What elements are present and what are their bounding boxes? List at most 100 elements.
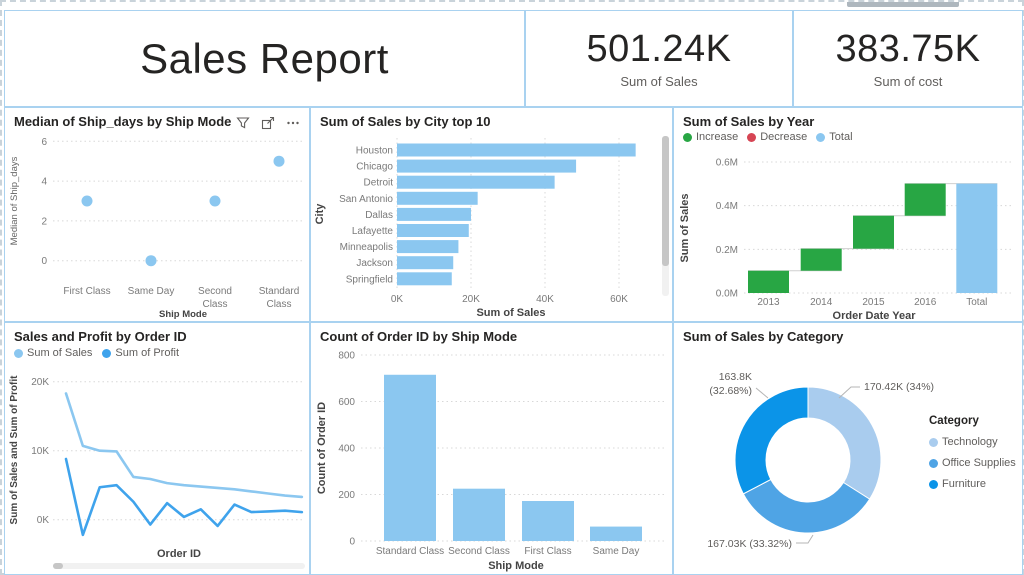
svg-text:400: 400 — [338, 444, 355, 455]
svg-text:Standard: Standard — [259, 286, 300, 297]
svg-text:Chicago: Chicago — [356, 162, 393, 173]
svg-text:Count of Order ID: Count of Order ID — [316, 402, 328, 494]
svg-text:City: City — [314, 203, 326, 225]
sales-dot — [14, 348, 23, 358]
svg-text:0.4M: 0.4M — [716, 201, 738, 212]
kpi-card-sum-of-cost[interactable]: 383.75K Sum of cost — [793, 10, 1023, 107]
kpi-value-sales: 501.24K — [586, 28, 732, 70]
svg-text:6: 6 — [41, 137, 47, 148]
donut-chart[interactable]: 170.42K (34%) 167.03K (33.32%) 163.8K (32.6… — [674, 323, 1022, 574]
svg-text:0.0M: 0.0M — [716, 289, 738, 300]
svg-text:Dallas: Dallas — [365, 210, 393, 221]
svg-text:163.8K: 163.8K — [719, 371, 752, 383]
svg-text:Sum of Sales: Sum of Sales — [476, 307, 545, 319]
svg-text:0: 0 — [349, 537, 355, 548]
svg-text:4: 4 — [41, 177, 47, 188]
legend-label: Decrease — [760, 131, 808, 143]
kpi-label-sales: Sum of Sales — [620, 74, 698, 89]
technology-dot — [929, 437, 938, 447]
chart-title: Sales and Profit by Order ID — [14, 329, 187, 344]
svg-text:Second Class: Second Class — [448, 546, 510, 557]
legend-item-sum-of-profit[interactable]: Sum of Profit — [102, 347, 179, 359]
page-title: Sales Report — [140, 34, 389, 82]
vertical-scrollbar-thumb[interactable] — [662, 136, 669, 266]
report-title-card[interactable]: Sales Report — [4, 10, 525, 107]
filter-icon[interactable] — [236, 116, 250, 130]
focus-mode-icon[interactable] — [261, 116, 275, 130]
svg-text:Ship Mode: Ship Mode — [488, 560, 544, 572]
svg-text:Jackson: Jackson — [356, 258, 393, 269]
svg-text:Order ID: Order ID — [157, 548, 201, 560]
total-dot — [816, 132, 826, 142]
svg-text:2: 2 — [41, 216, 47, 227]
donut-legend: Category Technology Office Supplies Furn… — [929, 415, 1016, 490]
scatter-chart[interactable]: 0 2 4 6 First Class Same Day Second Class Standa… — [5, 108, 309, 321]
svg-text:(32.68%): (32.68%) — [709, 385, 752, 397]
svg-text:600: 600 — [338, 397, 355, 408]
city-bar-chart[interactable]: 0K 20K 40K 60K Houston Chicago Detroit San Anto… — [311, 108, 672, 321]
svg-text:20K: 20K — [31, 377, 49, 388]
kpi-label-cost: Sum of cost — [873, 74, 943, 89]
svg-text:Second: Second — [198, 286, 232, 297]
column-chart-panel[interactable]: Count of Order ID by Ship Mode 0 200 400 60… — [310, 322, 673, 575]
svg-text:170.42K (34%): 170.42K (34%) — [864, 381, 934, 393]
svg-text:200: 200 — [338, 490, 355, 501]
svg-text:Lafayette: Lafayette — [352, 226, 394, 237]
svg-text:Class: Class — [266, 299, 291, 310]
donut-chart-panel[interactable]: Sum of Sales by Category 170.42K (34%) 16… — [673, 322, 1023, 575]
svg-text:Houston: Houston — [356, 146, 393, 157]
legend-label: Sum of Sales — [27, 347, 93, 359]
line-chart-panel[interactable]: Sales and Profit by Order ID Sum of Sale… — [4, 322, 310, 575]
svg-text:Same Day: Same Day — [128, 286, 175, 297]
kpi-card-sum-of-sales[interactable]: 501.24K Sum of Sales — [525, 10, 793, 107]
waterfall-chart-panel[interactable]: Sum of Sales by Year Increase Decrease T… — [673, 107, 1023, 322]
svg-text:Ship Mode: Ship Mode — [159, 309, 207, 320]
svg-text:0.2M: 0.2M — [716, 245, 738, 256]
legend-item-total[interactable]: Total — [816, 131, 853, 143]
svg-text:Same Day: Same Day — [593, 546, 640, 557]
chart-title: Count of Order ID by Ship Mode — [320, 329, 518, 344]
svg-text:Sum of Sales and Sum of Profit: Sum of Sales and Sum of Profit — [9, 375, 20, 525]
chart-title: Sum of Sales by City top 10 — [320, 114, 491, 129]
svg-text:40K: 40K — [536, 294, 554, 305]
chart-title: Sum of Sales by Category — [683, 329, 844, 344]
svg-text:Median of Ship_days: Median of Ship_days — [9, 156, 20, 245]
svg-text:60K: 60K — [610, 294, 628, 305]
legend-item-office-supplies[interactable]: Office Supplies — [929, 457, 1016, 469]
increase-dot — [683, 132, 692, 142]
legend-label: Furniture — [942, 478, 987, 490]
svg-text:10K: 10K — [31, 446, 49, 457]
decrease-dot — [747, 132, 757, 142]
svg-text:Detroit: Detroit — [364, 178, 394, 189]
canvas-top-scrollbar[interactable] — [847, 2, 959, 7]
svg-text:2013: 2013 — [757, 297, 780, 308]
legend-item-technology[interactable]: Technology — [929, 436, 1016, 448]
legend-item-furniture[interactable]: Furniture — [929, 478, 1016, 490]
legend-title: Category — [929, 415, 979, 427]
scatter-chart-panel[interactable]: Median of Ship_days by Ship Mode 0 2 4 6 Fir… — [4, 107, 310, 322]
office-supplies-dot — [929, 458, 938, 468]
legend-label: Office Supplies — [942, 457, 1016, 469]
kpi-value-cost: 383.75K — [835, 28, 981, 70]
svg-text:2016: 2016 — [914, 297, 937, 308]
line-chart[interactable]: 0K 10K 20K Order ID Sum of Sales and Sum of … — [5, 323, 309, 574]
svg-text:0.6M: 0.6M — [716, 158, 738, 169]
svg-text:0K: 0K — [37, 515, 50, 526]
svg-text:0K: 0K — [391, 294, 404, 305]
legend-item-decrease[interactable]: Decrease — [747, 131, 807, 143]
svg-text:Springfield: Springfield — [346, 274, 393, 285]
svg-text:2014: 2014 — [810, 297, 833, 308]
svg-text:800: 800 — [338, 351, 355, 362]
svg-text:Class: Class — [202, 299, 227, 310]
city-bar-chart-panel[interactable]: Sum of Sales by City top 10 0K 20K 40K 60K H… — [310, 107, 673, 322]
legend-label: Technology — [942, 436, 998, 448]
column-chart[interactable]: 0 200 400 600 800 Standard Class Second Class F… — [311, 323, 672, 574]
legend-item-sum-of-sales[interactable]: Sum of Sales — [14, 347, 92, 359]
svg-text:0: 0 — [41, 256, 47, 267]
waterfall-chart[interactable]: 0.0M 0.2M 0.4M 0.6M 2013 2014 2015 2016 Total Ord… — [674, 108, 1022, 321]
svg-text:First Class: First Class — [524, 546, 571, 557]
horizontal-scrollbar-thumb[interactable] — [53, 563, 63, 569]
more-options-icon[interactable] — [286, 116, 300, 130]
legend-item-increase[interactable]: Increase — [683, 131, 738, 143]
